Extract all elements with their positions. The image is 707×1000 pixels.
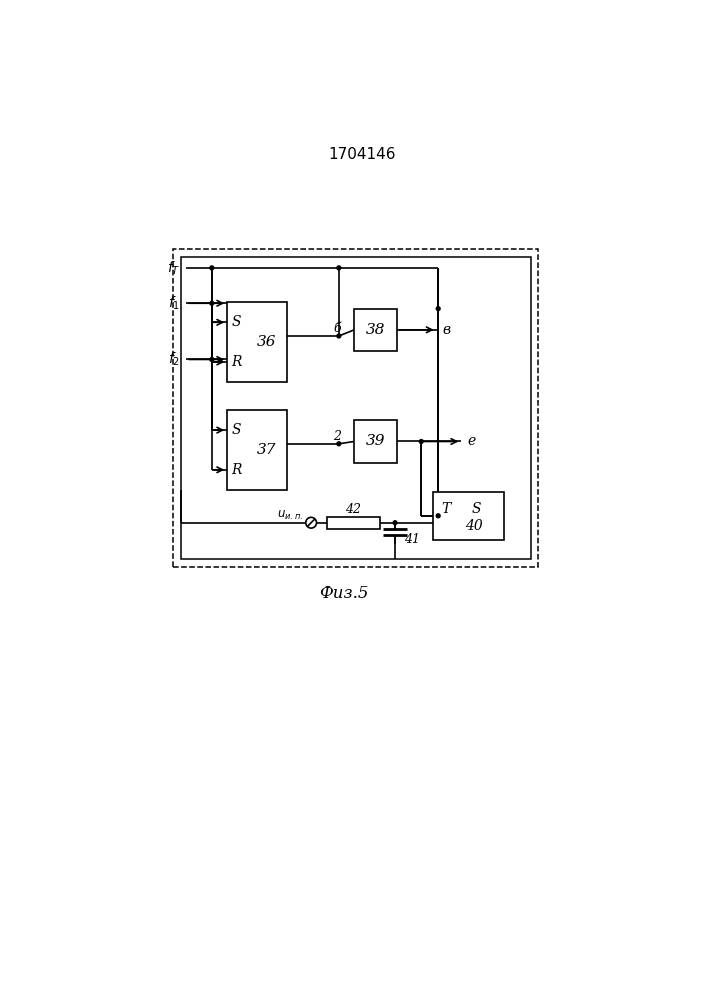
Circle shape: [393, 521, 397, 525]
Text: 39: 39: [366, 434, 385, 448]
Circle shape: [419, 440, 423, 443]
Text: R: R: [231, 463, 242, 477]
Circle shape: [436, 514, 440, 518]
Text: R: R: [231, 355, 242, 369]
Text: 40: 40: [465, 519, 484, 533]
Circle shape: [337, 334, 341, 338]
Bar: [354, 309, 397, 351]
Text: $f_1$: $f_1$: [168, 295, 180, 312]
Text: 2: 2: [333, 430, 341, 443]
Text: 38: 38: [366, 323, 385, 337]
Text: 37: 37: [257, 443, 276, 457]
Text: 42: 42: [346, 503, 361, 516]
Text: S: S: [232, 315, 241, 329]
Circle shape: [337, 442, 341, 446]
Text: в: в: [443, 323, 451, 337]
Text: S: S: [471, 502, 481, 516]
Text: 41: 41: [404, 533, 420, 546]
Text: Физ.5: Физ.5: [320, 585, 369, 602]
Circle shape: [210, 266, 214, 270]
Circle shape: [210, 358, 214, 361]
Circle shape: [436, 307, 440, 311]
Text: е: е: [467, 434, 476, 448]
Text: $f_T$: $f_T$: [167, 259, 180, 277]
Text: S: S: [232, 423, 241, 437]
Text: $f_2$: $f_2$: [168, 351, 180, 368]
Text: б: б: [334, 322, 341, 335]
Bar: [173, 249, 538, 567]
Bar: [327, 517, 380, 529]
Bar: [181, 257, 530, 559]
Text: T: T: [441, 502, 450, 516]
Text: 36: 36: [257, 335, 276, 349]
Bar: [227, 410, 287, 490]
Circle shape: [210, 301, 214, 305]
Text: $u_{и.п.}$: $u_{и.п.}$: [276, 509, 303, 522]
Bar: [354, 420, 397, 463]
Bar: [227, 302, 287, 382]
Text: 1704146: 1704146: [328, 147, 396, 162]
Circle shape: [337, 266, 341, 270]
Bar: [433, 492, 503, 540]
